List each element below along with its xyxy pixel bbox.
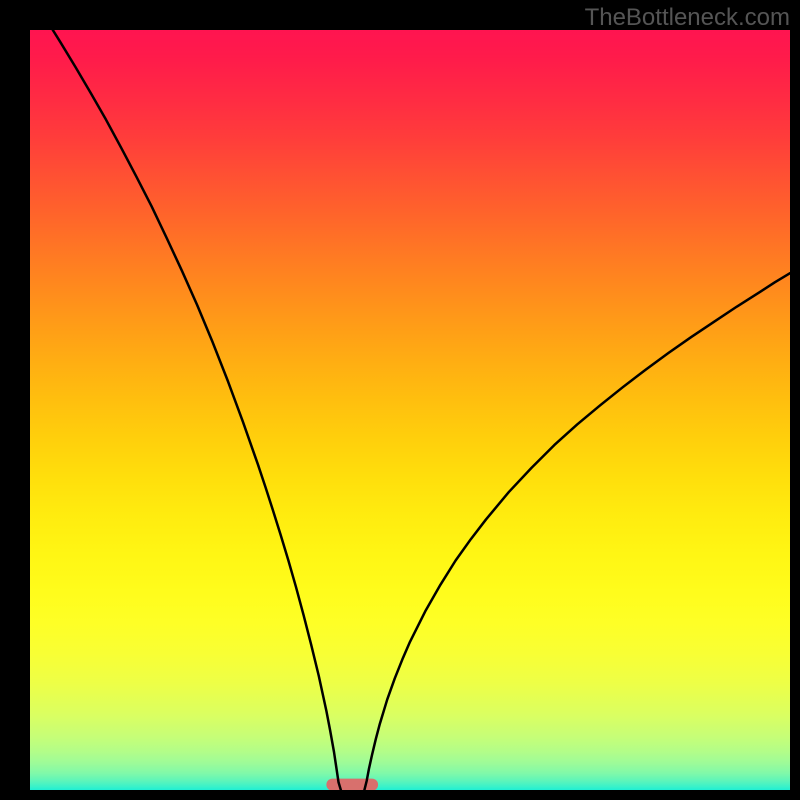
plot-svg — [30, 30, 790, 790]
watermark-text: TheBottleneck.com — [585, 4, 790, 32]
notch-marker — [326, 779, 378, 790]
plot-background — [30, 30, 790, 790]
chart-frame: TheBottleneck.com — [0, 0, 800, 800]
plot-area — [30, 30, 790, 790]
